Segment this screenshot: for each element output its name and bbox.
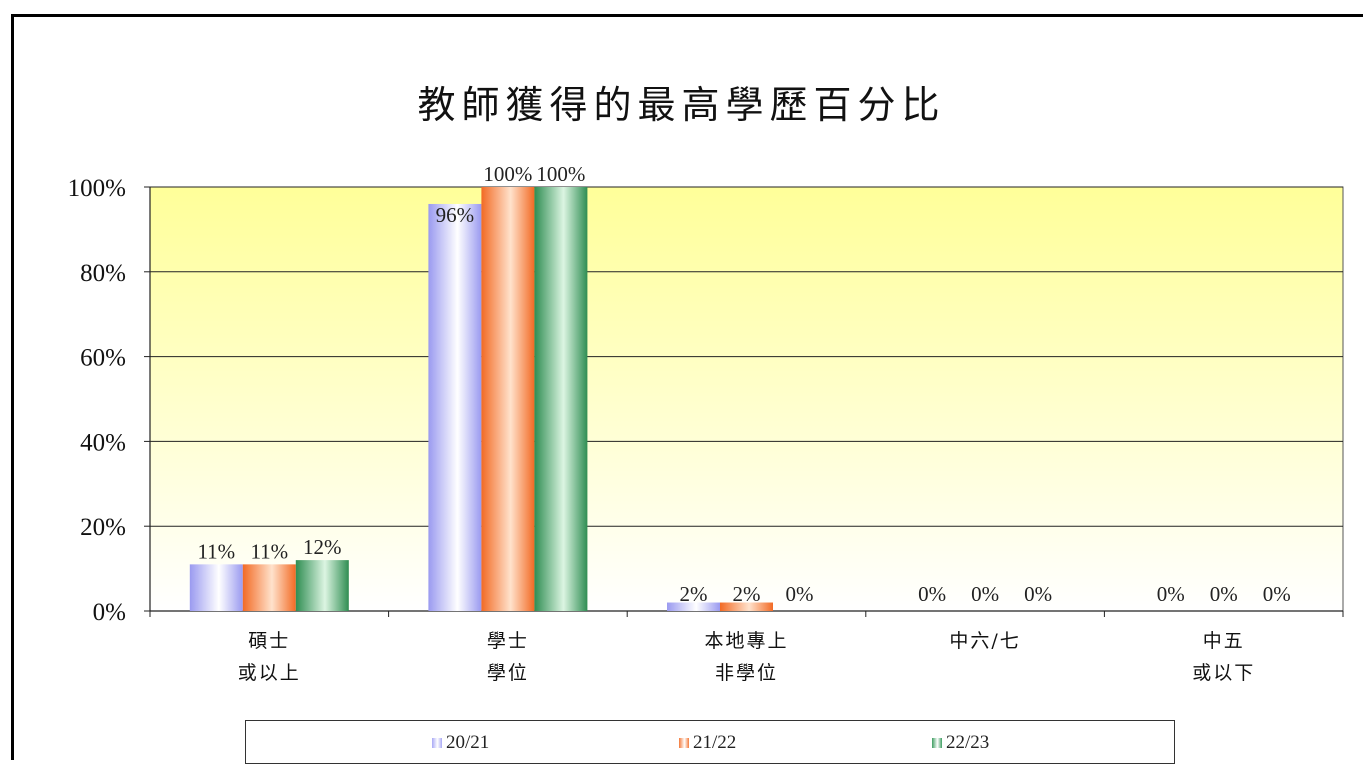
data-label: 0%	[1263, 582, 1291, 606]
bar	[295, 560, 349, 611]
bar	[189, 564, 243, 611]
legend-item: 20/21	[432, 732, 489, 754]
y-tick-label: 100%	[68, 175, 126, 202]
data-label: 0%	[918, 582, 946, 606]
bar	[534, 187, 588, 611]
legend-label: 20/21	[446, 732, 490, 753]
chart-title: 教師獲得的最高學歷百分比	[417, 83, 946, 127]
legend-swatch	[932, 738, 942, 748]
data-label: 2%	[680, 582, 708, 606]
bar	[242, 564, 296, 611]
category-label: 學士	[487, 630, 529, 652]
legend-label: 22/23	[946, 732, 990, 753]
data-label: 0%	[786, 582, 814, 606]
legend-label: 21/22	[693, 732, 737, 753]
category-label: 非學位	[715, 662, 778, 684]
legend-swatch	[432, 738, 442, 748]
data-label: 0%	[1024, 582, 1052, 606]
data-label: 12%	[303, 535, 342, 559]
plot-area	[149, 186, 1344, 612]
category-label: 中五	[1203, 630, 1245, 652]
legend: 20/21 21/22 22/23	[245, 720, 1175, 764]
bar	[428, 203, 482, 611]
y-tick-label: 0%	[93, 599, 126, 626]
category-label: 或以下	[1192, 662, 1255, 684]
legend-item: 21/22	[679, 732, 736, 754]
category-label: 碩士	[248, 630, 290, 652]
bar	[720, 602, 773, 611]
category-label: 中六/七	[949, 630, 1020, 652]
y-tick-label: 60%	[80, 345, 126, 372]
data-label: 0%	[971, 582, 999, 606]
legend-swatch	[679, 738, 689, 748]
category-label: 本地專上	[704, 630, 788, 652]
category-label: 學位	[487, 662, 529, 684]
data-label: 100%	[483, 162, 532, 186]
data-label: 100%	[536, 162, 585, 186]
y-tick-label: 40%	[80, 429, 126, 456]
data-label: 0%	[1210, 582, 1238, 606]
data-label: 0%	[1157, 582, 1185, 606]
y-tick-label: 80%	[80, 260, 126, 287]
data-label: 11%	[197, 539, 235, 563]
bar	[481, 187, 535, 611]
data-label: 2%	[733, 582, 761, 606]
data-label: 11%	[250, 539, 288, 563]
category-label: 或以上	[238, 662, 301, 684]
bar	[667, 602, 720, 611]
chart-frame	[11, 14, 1363, 760]
y-tick-label: 20%	[80, 514, 126, 541]
legend-item: 22/23	[932, 732, 989, 754]
data-label: 96%	[436, 203, 475, 227]
